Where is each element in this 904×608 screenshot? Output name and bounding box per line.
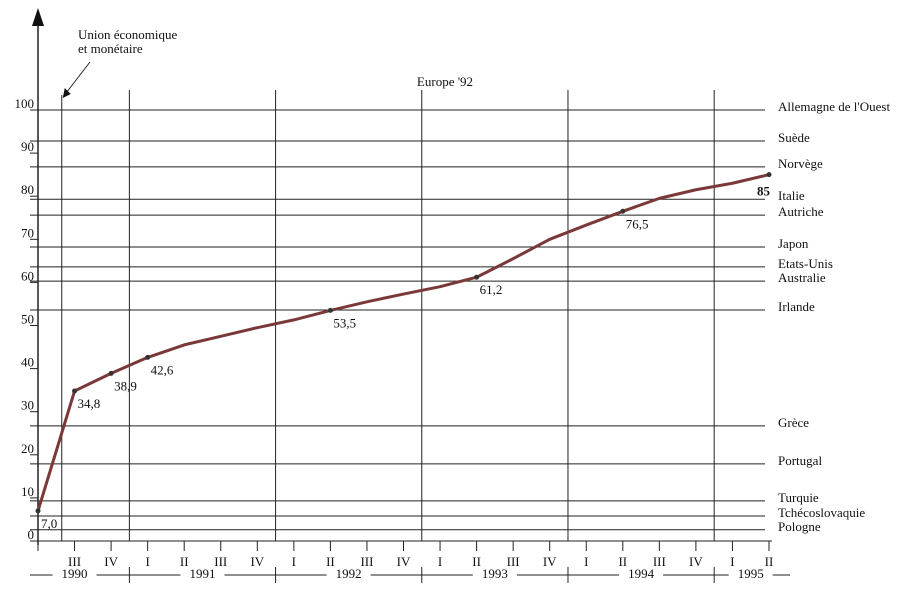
y-tick-label: 40 [21,355,34,370]
y-tick-label: 20 [21,441,34,456]
x-tick-label: IV [250,554,264,569]
reference-label: Norvège [778,156,823,171]
x-tick-label: III [360,554,373,569]
reference-label: Italie [778,188,805,203]
x-tick-label: II [765,554,774,569]
reference-label: Irlande [778,299,815,314]
y-tick-label: 100 [15,96,35,111]
x-tick-label: IV [689,554,703,569]
emu-arrow-line [63,61,91,97]
x-tick-label: IV [543,554,557,569]
x-tick-label: II [472,554,481,569]
data-point [766,172,772,178]
y-tick-label: 30 [21,398,34,413]
value-label: 61,2 [480,282,503,297]
y-tick-label: 80 [21,182,34,197]
year-label-bg [326,566,371,584]
data-point [145,354,151,360]
x-tick-label: III [214,554,227,569]
year-label-bg [728,566,773,584]
reference-label: Autriche [778,204,824,219]
x-tick-label: III [507,554,520,569]
x-tick-label: I [438,554,442,569]
x-tick-label: I [730,554,734,569]
x-tick-label: III [68,554,81,569]
chart-title: Europe '92 [417,74,473,89]
year-label-bg [619,566,664,584]
value-label: 34,8 [78,396,101,411]
reference-label: Allemagne de l'Ouest [778,99,890,114]
year-label: 1991 [189,566,215,581]
x-tick-label: II [618,554,627,569]
reference-label: Portugal [778,453,822,468]
year-label: 1995 [738,566,764,581]
value-label: 42,6 [151,362,174,377]
x-tick-label: IV [397,554,411,569]
x-tick-label: II [326,554,335,569]
data-line [36,173,770,512]
data-point [35,508,41,514]
value-label: 85 [757,184,771,199]
y-tick-label: 50 [21,311,34,326]
value-label: 7,0 [41,516,57,531]
x-tick-label: IV [104,554,118,569]
y-tick-label: 90 [21,139,34,154]
x-tick-label: III [653,554,666,569]
data-point [474,274,480,280]
x-tick-label: II [180,554,189,569]
y-tick-label: 10 [21,484,34,499]
reference-label: Japon [778,236,809,251]
data-point [620,208,626,214]
reference-label: Suède [778,130,810,145]
y-tick-label: 60 [21,268,34,283]
data-point [327,307,333,313]
y-tick-label: 70 [21,225,34,240]
year-label-bg [180,566,225,584]
x-tick-label: I [292,554,296,569]
reference-label: Tchécoslovaquie [778,505,865,520]
year-label-bg [52,566,97,584]
reference-label: Australie [778,270,826,285]
data-point [72,388,78,394]
year-label: 1992 [336,566,362,581]
x-tick-label: I [145,554,149,569]
reference-label: Grèce [778,415,809,430]
emu-arrow-head [62,88,71,98]
reference-label: Turquie [778,490,819,505]
year-label: 1993 [482,566,508,581]
y-tick-label: 0 [28,527,35,542]
value-label: 53,5 [333,315,356,330]
annotation: Union économique et monétaire [78,27,178,56]
year-label: 1994 [628,566,655,581]
reference-label: Pologne [778,519,821,534]
value-label: 76,5 [626,216,649,231]
year-label-bg [472,566,517,584]
y-axis-arrow [32,8,44,26]
value-label: 38,9 [114,378,137,393]
reference-label: Etats-Unis [778,256,833,271]
year-label: 1990 [62,566,88,581]
data-point [108,370,114,376]
x-tick-label: I [584,554,588,569]
